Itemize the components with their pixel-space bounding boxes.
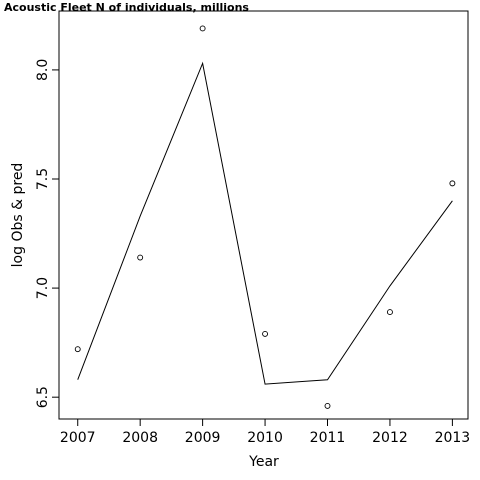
observed-point	[386, 309, 393, 316]
observed-point	[199, 25, 206, 32]
observed-point	[449, 180, 456, 187]
x-tick-label: 2010	[247, 430, 283, 446]
x-tick-label: 2008	[122, 430, 158, 446]
x-tick-label: 2009	[185, 430, 221, 446]
x-axis: 2007 2008 2009 2010 2011 2012 2013	[60, 419, 470, 446]
y-tick-label: 6.5	[35, 386, 51, 408]
predicted-line	[77, 61, 453, 385]
y-tick-label: 7.0	[35, 277, 51, 299]
observed-points-series	[74, 25, 456, 409]
x-tick-label: 2007	[60, 430, 96, 446]
observed-point	[137, 254, 144, 261]
observed-point	[74, 346, 81, 353]
predicted-line-series	[77, 61, 453, 385]
y-axis: 6.5 7.0 7.5 8.0	[35, 59, 59, 408]
x-tick-label: 2011	[310, 430, 346, 446]
observed-point	[262, 330, 269, 337]
y-tick-label: 8.0	[35, 59, 51, 81]
plot-frame	[58, 10, 469, 420]
x-axis-label: Year	[248, 454, 279, 470]
x-tick-label: 2012	[372, 430, 408, 446]
observed-point	[324, 402, 331, 409]
x-tick-label: 2013	[435, 430, 471, 446]
y-tick-label: 7.5	[35, 168, 51, 190]
y-axis-label: log Obs & pred	[10, 163, 26, 268]
chart-title: Acoustic Fleet N of individuals, million…	[4, 1, 249, 14]
